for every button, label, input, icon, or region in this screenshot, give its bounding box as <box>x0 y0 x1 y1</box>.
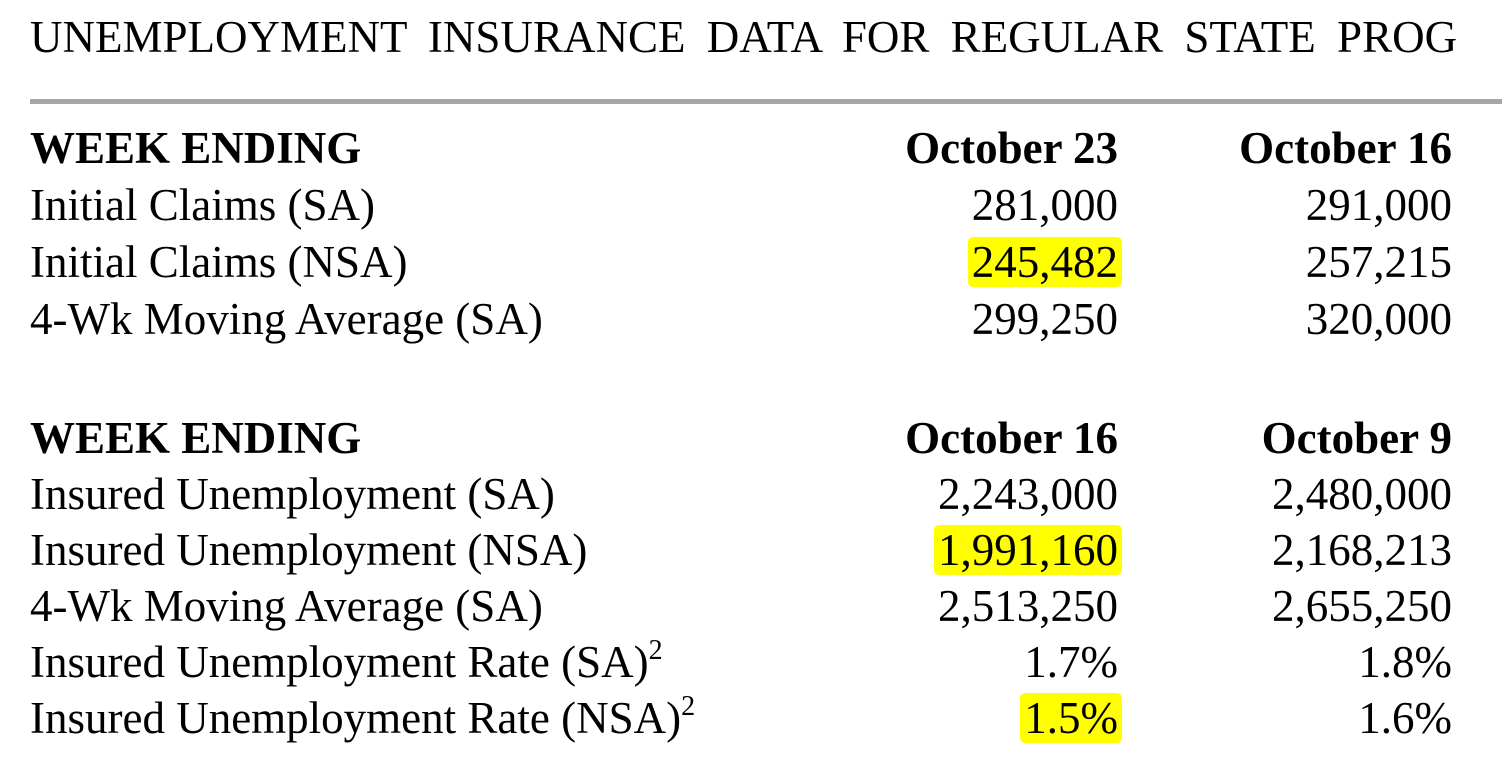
row-value-col1: 2,243,000 <box>938 469 1118 519</box>
table1-row: Initial Claims (SA) 281,000 291,000 <box>0 177 1502 234</box>
table2-header-label: WEEK ENDING <box>30 413 362 463</box>
row-value-col1: 281,000 <box>971 180 1118 230</box>
row-value-col1: 1.7% <box>1024 637 1118 687</box>
table1-header-col2: October 16 <box>1239 123 1452 173</box>
row-label: 4-Wk Moving Average (SA) <box>30 581 543 631</box>
row-label: Insured Unemployment Rate (SA) <box>30 637 649 687</box>
row-label: Initial Claims (SA) <box>30 180 375 230</box>
row-label: 4-Wk Moving Average (SA) <box>30 294 543 344</box>
highlighted-value: 245,482 <box>967 237 1122 287</box>
row-value-col2: 291,000 <box>1305 180 1452 230</box>
row-value-col2: 2,480,000 <box>1272 469 1452 519</box>
table1-header-col1: October 23 <box>905 123 1118 173</box>
row-label: Initial Claims (NSA) <box>30 237 408 287</box>
highlighted-value: 1.5% <box>1020 693 1122 743</box>
row-value-col2: 257,215 <box>1305 237 1452 287</box>
row-value-col2: 1.8% <box>1358 637 1452 687</box>
table2-row: Insured Unemployment (SA) 2,243,000 2,48… <box>0 466 1502 523</box>
footnote-marker: 2 <box>681 691 696 722</box>
document-title: UNEMPLOYMENT INSURANCE DATA FOR REGULAR … <box>30 12 1458 62</box>
table2-row: Insured Unemployment Rate (SA)2 1.7% 1.8… <box>0 634 1502 691</box>
title-divider <box>30 99 1502 104</box>
row-label: Insured Unemployment (SA) <box>30 469 555 519</box>
row-value-col2: 2,168,213 <box>1272 525 1452 575</box>
row-label: Insured Unemployment Rate (NSA) <box>30 693 682 743</box>
table1-row: Initial Claims (NSA) 245,482 257,215 <box>0 234 1502 291</box>
table1-header-label: WEEK ENDING <box>30 123 362 173</box>
row-value-col2: 2,655,250 <box>1272 581 1452 631</box>
table2-row: 4-Wk Moving Average (SA) 2,513,250 2,655… <box>0 578 1502 635</box>
row-label: Insured Unemployment (NSA) <box>30 525 588 575</box>
row-value-col2: 320,000 <box>1305 294 1452 344</box>
highlighted-value: 1,991,160 <box>934 525 1122 575</box>
table2-header-row: WEEK ENDING October 16 October 9 <box>0 410 1502 467</box>
footnote-marker: 2 <box>648 635 663 666</box>
row-value-col2: 1.6% <box>1358 693 1452 743</box>
table1-row: 4-Wk Moving Average (SA) 299,250 320,000 <box>0 291 1502 348</box>
table2-row: Insured Unemployment Rate (NSA)2 1.5% 1.… <box>0 690 1502 747</box>
table1-header-row: WEEK ENDING October 23 October 16 <box>0 120 1502 177</box>
table2-row: Insured Unemployment (NSA) 1,991,160 2,1… <box>0 522 1502 579</box>
table2-header-col2: October 9 <box>1261 413 1452 463</box>
row-value-col1: 2,513,250 <box>938 581 1118 631</box>
row-value-col1: 299,250 <box>971 294 1118 344</box>
table2-header-col1: October 16 <box>905 413 1118 463</box>
